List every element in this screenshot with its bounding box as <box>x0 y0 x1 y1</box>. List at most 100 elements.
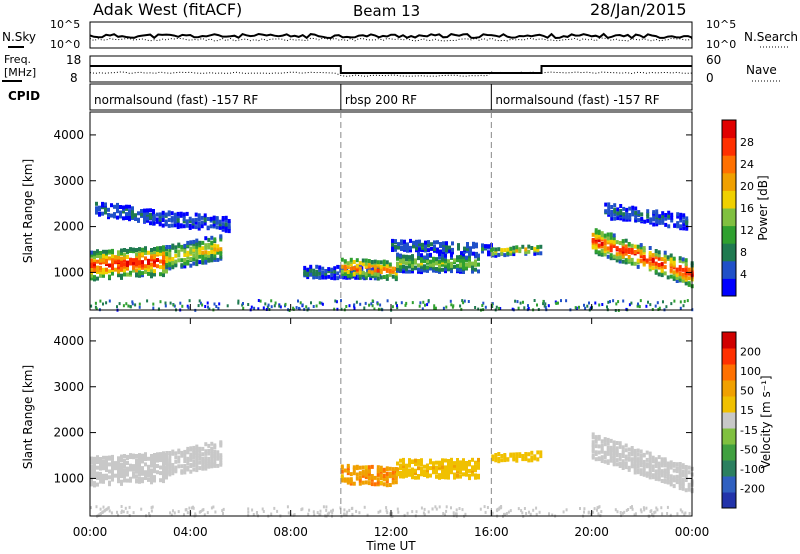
scatter-cell <box>663 457 667 462</box>
scatter-cell <box>427 243 430 248</box>
scatter-cell <box>324 271 328 276</box>
scatter-cell <box>630 464 634 469</box>
scatter-cell <box>509 248 513 253</box>
scatter-cell <box>636 258 640 263</box>
scatter-cell <box>406 248 409 253</box>
scatter-cell <box>95 206 98 211</box>
scatter-cell <box>441 471 444 476</box>
scatter-cell <box>257 299 260 302</box>
scatter-cell <box>672 484 676 489</box>
scatter-cell <box>373 475 377 480</box>
scatter-cell <box>216 450 220 455</box>
scatter-cell <box>210 446 214 451</box>
scatter-cell <box>340 271 344 276</box>
scatter-cell <box>491 454 495 459</box>
scatter-cell <box>120 275 123 280</box>
scatter-cell <box>138 261 141 266</box>
scatter-cell <box>376 472 380 477</box>
scatter-cell <box>639 463 643 468</box>
scatter-cell <box>213 302 216 306</box>
scatter-cell <box>414 258 417 263</box>
scatter-cell <box>170 218 174 223</box>
scatter-cell <box>684 264 688 269</box>
cpid-segment-label: normalsound (fast) -157 RF <box>94 93 258 107</box>
scatter-cell <box>391 305 394 309</box>
scatter-cell <box>197 216 201 221</box>
scatter-cell <box>189 256 193 261</box>
scatter-cell <box>388 272 392 277</box>
scatter-cell <box>126 466 129 471</box>
scatter-cell <box>651 459 655 464</box>
scatter-cell <box>648 255 652 260</box>
freq-left-tick-top: 18 <box>66 53 81 67</box>
scatter-cell <box>612 244 616 248</box>
scatter-cell <box>101 211 104 216</box>
scatter-cell <box>96 249 99 254</box>
scatter-cell <box>153 259 156 264</box>
scatter-cell <box>144 256 147 261</box>
scatter-cell <box>606 459 610 464</box>
scatter-cell <box>165 259 169 263</box>
beam-title: Beam 13 <box>353 2 420 20</box>
scatter-cell <box>158 220 162 225</box>
scatter-cell <box>111 477 114 482</box>
scatter-cell <box>340 257 344 262</box>
scatter-cell <box>153 250 156 255</box>
scatter-cell <box>630 448 634 453</box>
scatter-cell <box>678 465 682 470</box>
scatter-cell <box>637 304 640 308</box>
scatter-cell <box>357 273 361 278</box>
scatter-cell <box>306 275 310 280</box>
scatter-cell <box>672 270 676 275</box>
scatter-cell <box>640 212 644 217</box>
scatter-cell <box>530 458 534 463</box>
scatter-cell <box>183 249 187 254</box>
scatter-cell <box>117 269 120 274</box>
scatter-cell <box>661 214 665 219</box>
scatter-cell <box>459 460 462 465</box>
scatter-cell <box>666 465 670 469</box>
scatter-cell <box>373 268 377 273</box>
scatter-cell <box>188 506 191 510</box>
y-tick-label: 3000 <box>53 380 84 394</box>
scatter-cell <box>414 475 417 480</box>
scatter-cell <box>141 479 144 484</box>
scatter-cell <box>334 299 337 303</box>
scatter-cell <box>312 510 315 514</box>
scatter-cell <box>497 452 501 456</box>
power-colorbar-title: Power [dB] <box>756 175 770 240</box>
scatter-cell <box>487 244 490 249</box>
scatter-cell <box>432 265 435 270</box>
scatter-cell <box>217 306 220 310</box>
scatter-cell <box>315 264 319 269</box>
scatter-cell <box>417 263 420 268</box>
scatter-cell <box>138 266 141 270</box>
scatter-cell <box>182 217 186 222</box>
scatter-cell <box>405 257 408 262</box>
scatter-cell <box>363 306 366 310</box>
scatter-cell <box>126 478 129 483</box>
scatter-cell <box>438 263 441 268</box>
scatter-cell <box>669 460 673 465</box>
scatter-cell <box>153 269 156 274</box>
scatter-cell <box>648 267 652 272</box>
scatter-cell <box>195 444 199 449</box>
scatter-cell <box>405 269 408 274</box>
scatter-cell <box>189 246 193 251</box>
scatter-cell <box>442 248 445 253</box>
scatter-cell <box>105 258 108 263</box>
scatter-cell <box>207 443 211 448</box>
scatter-cell <box>609 235 613 240</box>
noise-left-tick-top: 10^5 <box>50 18 80 31</box>
scatter-cell <box>207 463 211 468</box>
scatter-cell <box>207 250 211 255</box>
scatter-cell <box>216 247 220 252</box>
scatter-cell <box>353 303 356 307</box>
scatter-cell <box>176 221 180 226</box>
scatter-cell <box>159 465 162 470</box>
scatter-cell <box>177 464 181 469</box>
scatter-cell <box>195 244 199 249</box>
scatter-cell <box>376 302 379 306</box>
scatter-cell <box>200 224 204 229</box>
scatter-cell <box>298 306 300 310</box>
